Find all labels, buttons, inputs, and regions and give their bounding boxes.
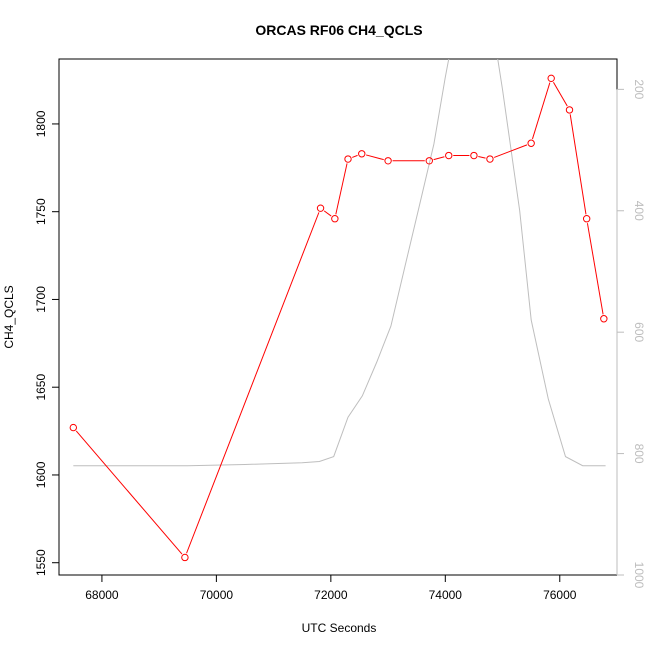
x-axis-label: UTC Seconds — [302, 621, 377, 635]
y2-tick-label: 400 — [632, 201, 646, 221]
data-point — [486, 155, 494, 163]
x-tick-label: 76000 — [543, 588, 577, 602]
data-point — [344, 155, 352, 163]
series-segment — [335, 163, 348, 215]
y2-tick-label: 800 — [632, 444, 646, 464]
data-point — [384, 157, 392, 165]
y-tick-label: 1800 — [34, 110, 48, 137]
data-point — [527, 139, 535, 147]
x-tick-label: 72000 — [314, 588, 348, 602]
x-tick-label: 68000 — [85, 588, 119, 602]
y-axis-label: CH4_QCLS — [2, 285, 16, 348]
data-point — [445, 151, 453, 160]
x-tick-label: 74000 — [429, 588, 463, 602]
data-point — [316, 204, 325, 212]
series-segment — [323, 210, 332, 217]
series-segment — [352, 154, 358, 158]
data-point — [358, 150, 366, 158]
series-segment — [75, 430, 183, 555]
y2-tick-label: 600 — [632, 322, 646, 342]
y-tick-label: 1700 — [34, 286, 48, 313]
y-tick-label: 1600 — [34, 461, 48, 488]
y-axis-left: 1550 1600 1650 1700 1750 1800 — [34, 110, 60, 576]
series-segment — [365, 154, 384, 161]
series-segment — [553, 81, 568, 107]
series-segment — [478, 156, 486, 159]
data-point — [565, 106, 574, 114]
y-axis-right: 200 400 600 800 1000 — [616, 79, 646, 589]
series-segment — [569, 114, 587, 215]
x-tick-label: 70000 — [200, 588, 234, 602]
data-point — [69, 423, 78, 432]
series-segment — [186, 212, 320, 554]
data-point — [181, 553, 189, 562]
series-segment — [433, 156, 445, 161]
left-axis-series — [69, 74, 608, 562]
data-point — [425, 157, 433, 165]
series-line — [73, 59, 606, 467]
y2-tick-label: 200 — [632, 79, 646, 99]
y2-tick-label: 1000 — [632, 562, 646, 589]
data-point — [600, 315, 608, 323]
x-axis: 68000 70000 72000 74000 76000 — [85, 574, 577, 602]
chart-title: ORCAS RF06 CH4_QCLS — [255, 22, 422, 38]
y-tick-label: 1750 — [34, 198, 48, 225]
series-layer — [69, 59, 608, 562]
data-point — [470, 151, 478, 160]
series-segment — [493, 144, 528, 158]
series-segment — [532, 82, 551, 140]
y-tick-label: 1550 — [34, 549, 48, 576]
data-point — [582, 215, 591, 223]
series-segment — [586, 223, 604, 315]
right-axis-series — [73, 59, 606, 467]
y-tick-label: 1650 — [34, 374, 48, 401]
data-point — [547, 74, 555, 83]
data-point — [331, 215, 339, 223]
